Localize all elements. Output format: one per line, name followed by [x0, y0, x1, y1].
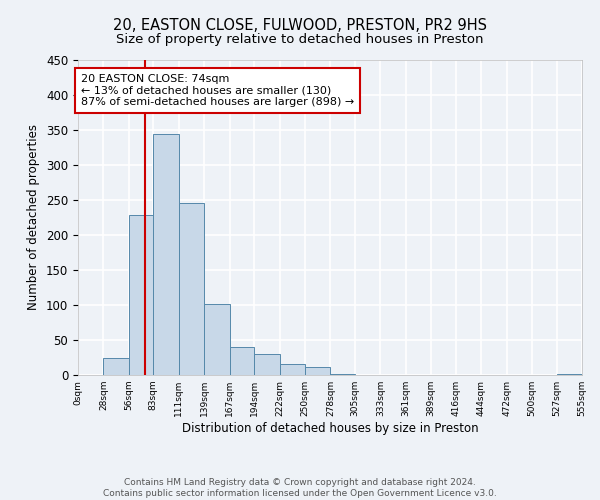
Text: 20, EASTON CLOSE, FULWOOD, PRESTON, PR2 9HS: 20, EASTON CLOSE, FULWOOD, PRESTON, PR2 … — [113, 18, 487, 32]
Bar — [179, 203, 204, 375]
Bar — [331, 374, 355, 375]
Bar — [254, 354, 280, 375]
Bar — [154, 134, 179, 375]
Text: 20 EASTON CLOSE: 74sqm
← 13% of detached houses are smaller (130)
87% of semi-de: 20 EASTON CLOSE: 74sqm ← 13% of detached… — [81, 74, 354, 107]
Text: Contains HM Land Registry data © Crown copyright and database right 2024.
Contai: Contains HM Land Registry data © Crown c… — [103, 478, 497, 498]
Bar — [305, 368, 331, 375]
Bar — [280, 364, 305, 375]
Y-axis label: Number of detached properties: Number of detached properties — [28, 124, 40, 310]
Bar — [129, 216, 154, 375]
Bar — [557, 374, 582, 375]
Bar — [230, 347, 254, 375]
Bar — [204, 304, 230, 375]
X-axis label: Distribution of detached houses by size in Preston: Distribution of detached houses by size … — [182, 422, 478, 435]
Bar — [103, 358, 129, 375]
Text: Size of property relative to detached houses in Preston: Size of property relative to detached ho… — [116, 32, 484, 46]
